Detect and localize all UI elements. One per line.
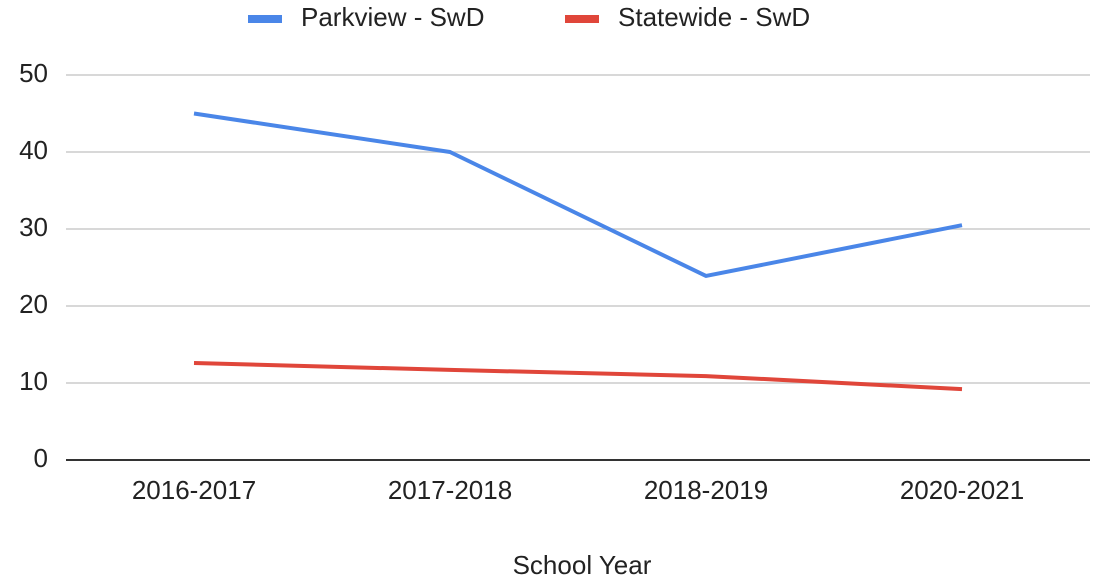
y-tick-label: 10 [19,366,48,396]
x-tick-label: 2020-2021 [900,475,1024,505]
y-tick-label: 20 [19,289,48,319]
series-line [193,360,963,392]
x-tick-label: 2017-2018 [388,475,512,505]
x-tick-label: 2016-2017 [132,475,256,505]
legend-label: Parkview - SwD [301,2,484,32]
series-line [193,111,963,278]
y-tick-label: 30 [19,212,48,242]
y-tick-label: 40 [19,135,48,165]
y-tick-label: 50 [19,58,48,88]
y-tick-label: 0 [34,443,48,473]
x-tick-label: 2018-2019 [644,475,768,505]
legend-label: Statewide - SwD [618,2,810,32]
x-axis-title: School Year [513,550,652,580]
